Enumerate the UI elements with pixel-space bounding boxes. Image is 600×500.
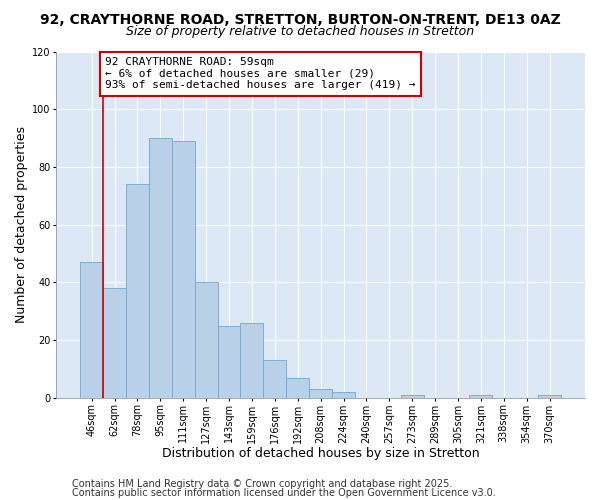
- Bar: [263, 360, 286, 398]
- Y-axis label: Number of detached properties: Number of detached properties: [15, 126, 28, 323]
- Bar: [149, 138, 172, 398]
- Bar: [80, 262, 103, 398]
- Bar: [195, 282, 218, 398]
- Bar: [538, 395, 561, 398]
- Bar: [218, 326, 241, 398]
- Text: 92, CRAYTHORNE ROAD, STRETTON, BURTON-ON-TRENT, DE13 0AZ: 92, CRAYTHORNE ROAD, STRETTON, BURTON-ON…: [40, 12, 560, 26]
- Bar: [241, 323, 263, 398]
- Bar: [309, 389, 332, 398]
- Text: Contains public sector information licensed under the Open Government Licence v3: Contains public sector information licen…: [72, 488, 496, 498]
- X-axis label: Distribution of detached houses by size in Stretton: Distribution of detached houses by size …: [162, 447, 479, 460]
- Bar: [332, 392, 355, 398]
- Text: Contains HM Land Registry data © Crown copyright and database right 2025.: Contains HM Land Registry data © Crown c…: [72, 479, 452, 489]
- Bar: [469, 395, 492, 398]
- Text: Size of property relative to detached houses in Stretton: Size of property relative to detached ho…: [126, 25, 474, 38]
- Bar: [286, 378, 309, 398]
- Bar: [401, 395, 424, 398]
- Bar: [103, 288, 126, 398]
- Bar: [126, 184, 149, 398]
- Text: 92 CRAYTHORNE ROAD: 59sqm
← 6% of detached houses are smaller (29)
93% of semi-d: 92 CRAYTHORNE ROAD: 59sqm ← 6% of detach…: [106, 58, 416, 90]
- Bar: [172, 141, 195, 398]
